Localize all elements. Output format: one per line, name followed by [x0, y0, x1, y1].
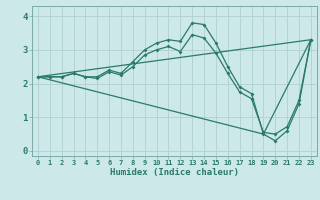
X-axis label: Humidex (Indice chaleur): Humidex (Indice chaleur) — [110, 168, 239, 177]
